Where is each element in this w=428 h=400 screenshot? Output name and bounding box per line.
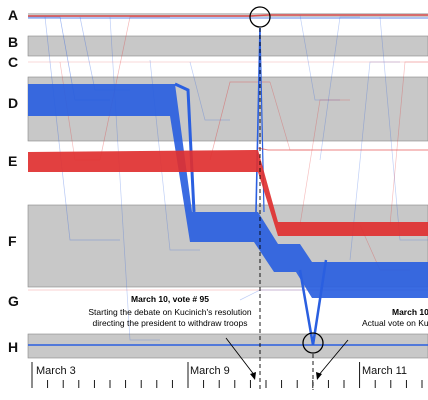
annotation-title: March 10, vote # 95	[131, 294, 209, 304]
annotation-line: directing the president to withdraw troo…	[93, 318, 248, 328]
row-label: H	[8, 339, 18, 355]
band-h	[27, 333, 428, 359]
row-label: D	[8, 95, 18, 111]
row-label: B	[8, 34, 18, 50]
axis-label: March 11	[362, 365, 407, 377]
annotation-title: March 10,	[392, 307, 428, 317]
row-a-line	[28, 14, 428, 17]
row-label: E	[8, 153, 17, 169]
time-axis: March 3 March 9 March 11	[31, 362, 423, 388]
band-b	[27, 35, 428, 57]
axis-label: March 9	[190, 365, 230, 377]
row-labels: A B C D E F G H	[8, 7, 19, 355]
spike-marker-top	[249, 6, 271, 28]
annotation-line: Actual vote on Ku	[362, 318, 428, 328]
annotation-right: March 10, Actual vote on Ku	[362, 307, 428, 328]
row-label: F	[8, 233, 17, 249]
annotation-left: March 10, vote # 95 Starting the debate …	[88, 294, 251, 328]
row-label: G	[8, 293, 19, 309]
annotation-line: Starting the debate on Kucinich's resolu…	[88, 307, 251, 317]
row-label: A	[8, 7, 18, 23]
row-label: C	[8, 54, 18, 70]
blue-flow	[28, 27, 428, 346]
spike-marker-bottom	[302, 332, 324, 354]
axis-ticks	[31, 362, 423, 388]
annotation-arrow-left	[225, 337, 256, 377]
band-a	[28, 13, 428, 17]
annotation-arrow-right	[317, 339, 349, 377]
axis-label: March 3	[36, 365, 76, 377]
red-flow	[28, 147, 428, 236]
